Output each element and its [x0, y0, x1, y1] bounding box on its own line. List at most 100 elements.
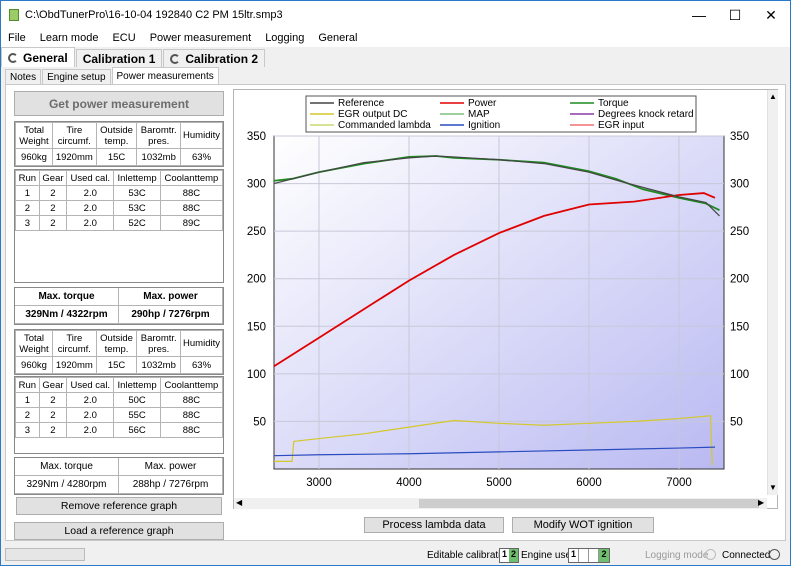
menu-file[interactable]: File — [8, 32, 26, 44]
value-humidity: 63% — [180, 148, 223, 166]
cell: 53C — [113, 185, 161, 201]
max-torque-label: Max. torque — [15, 458, 119, 476]
load-reference-graph-button[interactable]: Load a reference graph — [14, 522, 224, 540]
tab-engine-setup[interactable]: Engine setup — [42, 69, 111, 84]
y-tick-label-left: 200 — [247, 274, 266, 286]
table-row[interactable]: 3 2 2.0 52C 89C — [15, 215, 224, 231]
y-tick-label-right: 300 — [730, 179, 749, 191]
editable-cal-1[interactable]: 1 — [500, 549, 509, 562]
y-tick-label-left: 350 — [247, 131, 266, 143]
logging-mode-radio[interactable] — [705, 549, 716, 560]
connected-radio[interactable] — [769, 549, 780, 560]
horizontal-scroll-thumb[interactable] — [419, 499, 759, 508]
cell: 1 — [15, 185, 40, 201]
cell: 2.0 — [66, 407, 115, 423]
process-lambda-data-button[interactable]: Process lambda data — [364, 517, 504, 533]
cell: 2 — [38, 185, 68, 201]
editable-cal-2[interactable]: 2 — [509, 549, 518, 562]
editable-calibration-indicator[interactable]: 1 2 — [499, 548, 519, 563]
cell: 1 — [15, 392, 40, 408]
refresh-icon — [170, 53, 181, 64]
scroll-left-icon[interactable]: ◀ — [236, 498, 243, 507]
header-used-cal: Used cal. — [66, 170, 115, 186]
legend-entry: MAP — [468, 109, 490, 120]
menu-general[interactable]: General — [318, 32, 358, 44]
reference-vehicle-table: Total Weight Tire circumf. Outside temp.… — [15, 330, 223, 374]
cell: 55C — [113, 407, 161, 423]
status-bar: Editable calibration 1 2 Engine uses 1 2… — [1, 545, 790, 565]
remove-reference-graph-button[interactable]: Remove reference graph — [16, 497, 222, 515]
tab-general[interactable]: General — [1, 47, 75, 67]
cell: 2 — [38, 215, 68, 231]
cell: 52C — [113, 215, 161, 231]
menu-learn-mode[interactable]: Learn mode — [39, 32, 99, 44]
close-icon[interactable]: ✕ — [765, 6, 777, 23]
cell: 88C — [159, 200, 224, 216]
x-tick-label: 3000 — [306, 477, 332, 489]
app-icon — [9, 9, 19, 21]
header-tire-circumf: Tire circumf. — [51, 122, 97, 149]
y-tick-label-right: 200 — [730, 274, 749, 286]
legend-entry: Commanded lambda — [338, 120, 431, 131]
cell: 88C — [159, 407, 224, 423]
header-run: Run — [15, 170, 40, 186]
tab-calibration-1[interactable]: Calibration 1 — [75, 49, 163, 67]
chart-panel: 3000 4000 5000 6000 7000 50 50 100 100 150 150 200 2… — [233, 89, 778, 509]
scroll-up-icon[interactable]: ▲ — [769, 92, 777, 101]
minimize-icon[interactable]: — — [692, 7, 706, 23]
legend-entry: EGR input — [598, 120, 644, 131]
menu-power-measurement[interactable]: Power measurement — [149, 32, 252, 44]
measurement-vehicle-panel: Total Weight Tire circumf. Outside temp.… — [14, 121, 224, 167]
maximize-icon[interactable]: ☐ — [728, 6, 742, 23]
cell: 2.0 — [66, 422, 115, 438]
y-tick-label-right: 50 — [730, 416, 743, 428]
power-chart: 3000 4000 5000 6000 7000 50 50 100 100 150 150 200 2… — [234, 90, 767, 495]
y-tick-label-left: 250 — [247, 226, 266, 238]
header-inlettemp: Inlettemp — [113, 170, 161, 186]
chart-horizontal-scrollbar[interactable]: ◀ ▶ — [234, 498, 767, 509]
value-tire-circumf: 1920mm — [51, 148, 97, 166]
menu-ecu[interactable]: ECU — [112, 32, 136, 44]
scroll-down-icon[interactable]: ▼ — [769, 483, 777, 492]
tab-calibration-2[interactable]: Calibration 2 — [163, 49, 266, 67]
header-total-weight: Total Weight — [15, 330, 53, 357]
tab-general-label: General — [23, 50, 68, 65]
scroll-right-icon[interactable]: ▶ — [758, 498, 765, 507]
menu-logging[interactable]: Logging — [265, 32, 305, 44]
header-coolanttemp: Coolanttemp — [159, 377, 224, 393]
series-group — [273, 155, 720, 466]
engine-uses-2: 2 — [599, 549, 609, 562]
engine-uses-1: 1 — [569, 549, 579, 562]
tab-notes[interactable]: Notes — [5, 69, 42, 84]
max-torque-value: 329Nm / 4322rpm — [15, 306, 119, 324]
cell: 53C — [113, 200, 161, 216]
y-tick-label-right: 350 — [730, 131, 749, 143]
table-row[interactable]: 1 2 2.0 53C 88C — [15, 185, 224, 201]
logging-mode-label: Logging mode — [645, 549, 709, 561]
cell: 2.0 — [66, 200, 115, 216]
legend-entry: Degrees knock retard — [598, 109, 694, 120]
cell: 2 — [38, 392, 68, 408]
modify-wot-ignition-button[interactable]: Modify WOT ignition — [512, 517, 654, 533]
chart-vertical-scrollbar[interactable]: ▲ ▼ — [767, 90, 778, 495]
legend-entry: Reference — [338, 98, 385, 109]
header-humidity: Humidity — [180, 122, 223, 149]
header-coolanttemp: Coolanttemp — [159, 170, 224, 186]
engine-uses-blank — [579, 549, 589, 562]
cell: 2.0 — [66, 392, 115, 408]
x-tick-label: 4000 — [396, 477, 422, 489]
editable-calibration-label: Editable calibration — [427, 549, 512, 561]
table-row[interactable]: 1 2 2.0 50C 88C — [15, 392, 224, 408]
table-row[interactable]: 2 2 2.0 55C 88C — [15, 407, 224, 423]
get-power-measurement-button[interactable]: Get power measurement — [14, 91, 224, 116]
table-row[interactable]: 2 2 2.0 53C 88C — [15, 200, 224, 216]
cell: 2 — [15, 407, 40, 423]
max-power-label: Max. power — [119, 458, 223, 476]
cell: 2 — [38, 200, 68, 216]
table-row[interactable]: 3 2 2.0 56C 88C — [15, 422, 224, 438]
max-power-label: Max. power — [119, 288, 223, 306]
tab-power-measurements[interactable]: Power measurements — [111, 67, 219, 84]
cell: 56C — [113, 422, 161, 438]
x-tick-label: 7000 — [666, 477, 692, 489]
